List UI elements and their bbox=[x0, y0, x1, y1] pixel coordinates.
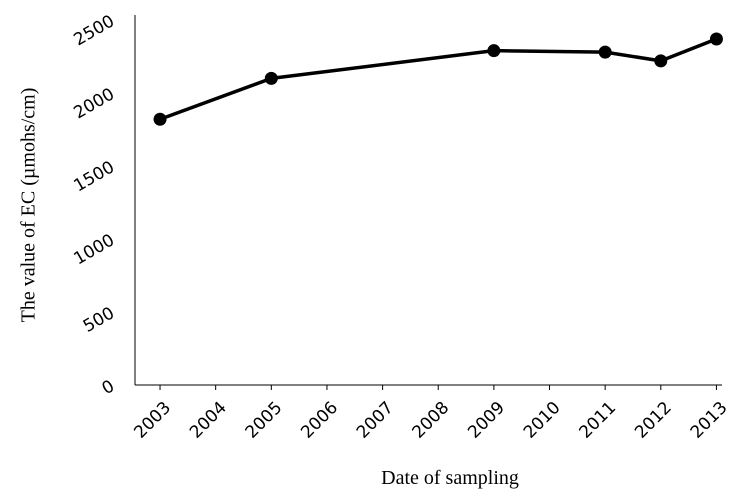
data-point bbox=[264, 71, 278, 85]
x-tick-label: 2010 bbox=[520, 398, 565, 443]
x-tick-label: 2009 bbox=[464, 398, 509, 443]
y-tick-label: 1000 bbox=[71, 230, 118, 269]
data-point bbox=[153, 112, 167, 126]
data-line bbox=[159, 37, 718, 121]
x-axis-title: Date of sampling bbox=[381, 467, 519, 489]
data-point bbox=[709, 32, 723, 46]
x-tick-label: 2012 bbox=[631, 398, 676, 443]
x-tick-label: 2006 bbox=[297, 398, 342, 443]
y-tick-label: 2500 bbox=[71, 11, 118, 50]
x-tick-label: 2011 bbox=[575, 398, 620, 443]
y-axis-title: The value of EC (µmohs/cm) bbox=[18, 88, 40, 323]
y-tick-label: 1500 bbox=[71, 157, 118, 196]
y-tick-label: 2000 bbox=[71, 84, 118, 123]
x-tick-label: 2007 bbox=[353, 398, 398, 443]
x-tick-label: 2004 bbox=[186, 398, 231, 443]
x-tick-label: 2003 bbox=[130, 398, 175, 443]
data-point bbox=[654, 54, 668, 68]
y-tick-label: 0 bbox=[99, 376, 118, 399]
data-point bbox=[487, 44, 501, 58]
x-tick-label: 2008 bbox=[409, 398, 454, 443]
data-point bbox=[598, 45, 612, 59]
x-tick-label: 2005 bbox=[242, 398, 287, 443]
y-tick-label: 500 bbox=[80, 303, 118, 337]
x-tick-label: 2013 bbox=[687, 398, 732, 443]
